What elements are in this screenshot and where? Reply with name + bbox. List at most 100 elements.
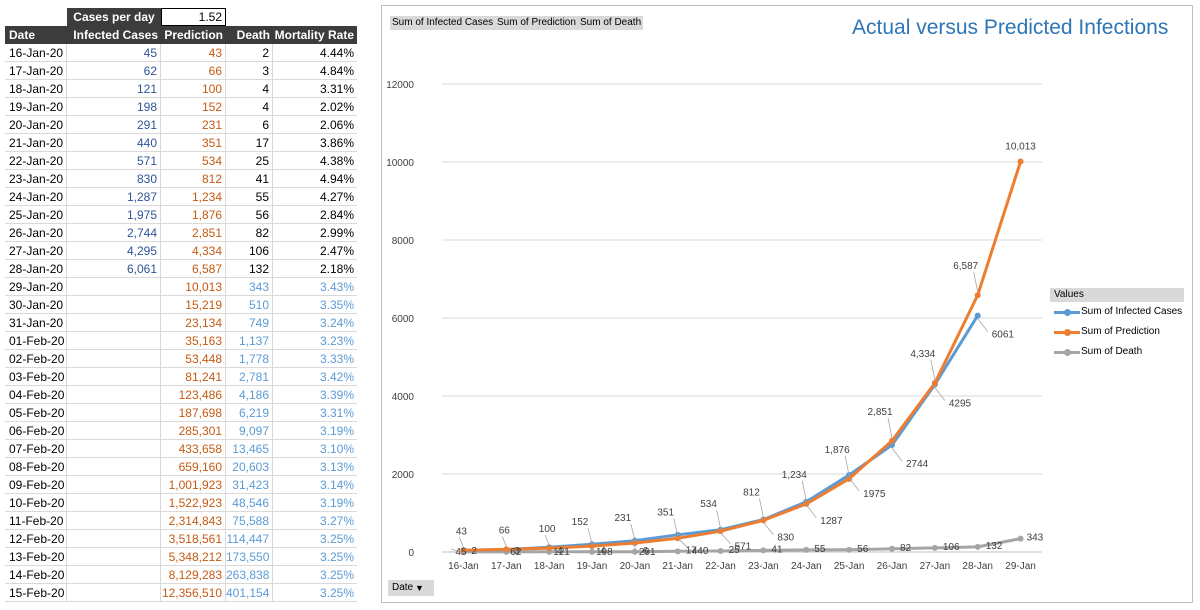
- cell-mortality-rate[interactable]: 3.43%: [273, 278, 357, 296]
- cell-date[interactable]: 19-Jan-20: [5, 98, 67, 116]
- cell-infected-cases[interactable]: 1,287: [67, 188, 161, 206]
- cell-infected-cases[interactable]: 6,061: [67, 260, 161, 278]
- cell-prediction[interactable]: 66: [161, 62, 226, 80]
- cell-mortality-rate[interactable]: 4.94%: [273, 170, 357, 188]
- cell-infected-cases[interactable]: [67, 350, 161, 368]
- field-button-prediction[interactable]: Sum of Prediction: [495, 16, 578, 30]
- cell-mortality-rate[interactable]: 3.24%: [273, 314, 357, 332]
- cell-prediction[interactable]: 433,658: [161, 440, 226, 458]
- cell-mortality-rate[interactable]: 2.47%: [273, 242, 357, 260]
- cell-date[interactable]: 07-Feb-20: [5, 440, 67, 458]
- cell-infected-cases[interactable]: [67, 296, 161, 314]
- cell-mortality-rate[interactable]: 3.19%: [273, 422, 357, 440]
- cell-prediction[interactable]: 1,876: [161, 206, 226, 224]
- cell-infected-cases[interactable]: [67, 404, 161, 422]
- cell-prediction[interactable]: 35,163: [161, 332, 226, 350]
- cell-mortality-rate[interactable]: 3.27%: [273, 512, 357, 530]
- cell-date[interactable]: 22-Jan-20: [5, 152, 67, 170]
- cell-prediction[interactable]: 1,001,923: [161, 476, 226, 494]
- cell-death[interactable]: 2,781: [226, 368, 273, 386]
- cell-death[interactable]: 13,465: [226, 440, 273, 458]
- date-filter-button[interactable]: Date ▼: [388, 580, 434, 596]
- cell-infected-cases[interactable]: [67, 494, 161, 512]
- cell-infected-cases[interactable]: [67, 440, 161, 458]
- cell-date[interactable]: 13-Feb-20: [5, 548, 67, 566]
- cell-infected-cases[interactable]: 62: [67, 62, 161, 80]
- cell-death[interactable]: 75,588: [226, 512, 273, 530]
- cell-prediction[interactable]: 152: [161, 98, 226, 116]
- cell-mortality-rate[interactable]: 2.99%: [273, 224, 357, 242]
- cell-infected-cases[interactable]: 571: [67, 152, 161, 170]
- cell-infected-cases[interactable]: 121: [67, 80, 161, 98]
- cell-death[interactable]: 55: [226, 188, 273, 206]
- cell-date[interactable]: 18-Jan-20: [5, 80, 67, 98]
- header-date[interactable]: Date: [9, 28, 36, 42]
- header-death[interactable]: Death: [236, 28, 270, 42]
- cell-infected-cases[interactable]: [67, 314, 161, 332]
- cell-mortality-rate[interactable]: 3.23%: [273, 332, 357, 350]
- cell-prediction[interactable]: 23,134: [161, 314, 226, 332]
- cell-mortality-rate[interactable]: 3.25%: [273, 584, 357, 602]
- cell-prediction[interactable]: 15,219: [161, 296, 226, 314]
- header-mortality-rate[interactable]: Mortality Rate: [274, 28, 354, 42]
- cell-date[interactable]: 24-Jan-20: [5, 188, 67, 206]
- cell-date[interactable]: 28-Jan-20: [5, 260, 67, 278]
- cell-death[interactable]: 132: [226, 260, 273, 278]
- cell-death[interactable]: 6,219: [226, 404, 273, 422]
- cell-mortality-rate[interactable]: 3.31%: [273, 404, 357, 422]
- cell-date[interactable]: 16-Jan-20: [5, 44, 67, 62]
- cell-death[interactable]: 114,447: [226, 530, 273, 548]
- cell-mortality-rate[interactable]: 4.84%: [273, 62, 357, 80]
- cell-death[interactable]: 4: [226, 98, 273, 116]
- legend-item-infected[interactable]: Sum of Infected Cases: [1050, 302, 1184, 322]
- cases-per-day-input[interactable]: 1.52: [161, 8, 226, 26]
- cell-date[interactable]: 23-Jan-20: [5, 170, 67, 188]
- cell-death[interactable]: 82: [226, 224, 273, 242]
- cell-prediction[interactable]: 812: [161, 170, 226, 188]
- cell-mortality-rate[interactable]: 3.25%: [273, 548, 357, 566]
- cell-mortality-rate[interactable]: 3.86%: [273, 134, 357, 152]
- cell-date[interactable]: 25-Jan-20: [5, 206, 67, 224]
- cell-death[interactable]: 106: [226, 242, 273, 260]
- cell-mortality-rate[interactable]: 2.18%: [273, 260, 357, 278]
- cell-date[interactable]: 21-Jan-20: [5, 134, 67, 152]
- cell-death[interactable]: 510: [226, 296, 273, 314]
- cell-death[interactable]: 1,137: [226, 332, 273, 350]
- cell-infected-cases[interactable]: [67, 458, 161, 476]
- cell-date[interactable]: 09-Feb-20: [5, 476, 67, 494]
- field-button-death[interactable]: Sum of Death: [578, 16, 644, 30]
- cell-mortality-rate[interactable]: 3.13%: [273, 458, 357, 476]
- cell-infected-cases[interactable]: 4,295: [67, 242, 161, 260]
- header-prediction[interactable]: Prediction: [164, 28, 223, 42]
- cell-prediction[interactable]: 4,334: [161, 242, 226, 260]
- cell-death[interactable]: 1,778: [226, 350, 273, 368]
- cell-infected-cases[interactable]: 2,744: [67, 224, 161, 242]
- cell-date[interactable]: 27-Jan-20: [5, 242, 67, 260]
- cell-mortality-rate[interactable]: 3.31%: [273, 80, 357, 98]
- cell-death[interactable]: 4,186: [226, 386, 273, 404]
- cell-prediction[interactable]: 53,448: [161, 350, 226, 368]
- cell-death[interactable]: 263,838: [226, 566, 273, 584]
- chart-legend[interactable]: Values Sum of Infected Cases Sum of Pred…: [1050, 288, 1184, 362]
- cell-infected-cases[interactable]: [67, 476, 161, 494]
- cell-infected-cases[interactable]: 198: [67, 98, 161, 116]
- cell-death[interactable]: 25: [226, 152, 273, 170]
- cell-infected-cases[interactable]: [67, 386, 161, 404]
- cell-date[interactable]: 03-Feb-20: [5, 368, 67, 386]
- cell-date[interactable]: 29-Jan-20: [5, 278, 67, 296]
- cell-death[interactable]: 31,423: [226, 476, 273, 494]
- cell-death[interactable]: 749: [226, 314, 273, 332]
- cell-death[interactable]: 41: [226, 170, 273, 188]
- field-button-infected-cases[interactable]: Sum of Infected Cases: [390, 16, 496, 30]
- legend-title[interactable]: Values: [1050, 288, 1184, 302]
- cell-mortality-rate[interactable]: 2.02%: [273, 98, 357, 116]
- cell-date[interactable]: 05-Feb-20: [5, 404, 67, 422]
- cell-death[interactable]: 20,603: [226, 458, 273, 476]
- cell-infected-cases[interactable]: [67, 566, 161, 584]
- cell-date[interactable]: 14-Feb-20: [5, 566, 67, 584]
- cell-death[interactable]: 9,097: [226, 422, 273, 440]
- cell-death[interactable]: 2: [226, 44, 273, 62]
- cell-prediction[interactable]: 187,698: [161, 404, 226, 422]
- cell-date[interactable]: 30-Jan-20: [5, 296, 67, 314]
- cell-prediction[interactable]: 534: [161, 152, 226, 170]
